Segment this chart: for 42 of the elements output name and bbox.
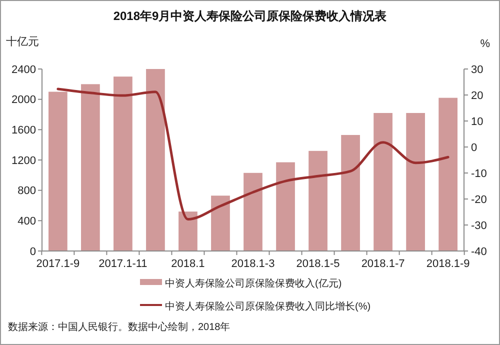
bar bbox=[81, 84, 100, 251]
y2-tick-label: 0 bbox=[471, 142, 478, 154]
y2-tick-label: 20 bbox=[471, 90, 484, 102]
x-tick-label: 2018.1-3 bbox=[231, 258, 275, 270]
y2-tick-label: 10 bbox=[471, 116, 484, 128]
y-tick-label: 1600 bbox=[12, 124, 36, 137]
bar bbox=[374, 112, 392, 251]
bar bbox=[178, 212, 198, 251]
y-tick-label: 800 bbox=[18, 185, 36, 198]
y-tick-label: 2000 bbox=[12, 94, 36, 106]
legend-label: 中资人寿保险公司原保险保费收入同比增长(%) bbox=[165, 300, 371, 312]
y2-tick-label: -20 bbox=[471, 194, 487, 206]
bar bbox=[308, 150, 328, 251]
y-tick-label: 0 bbox=[30, 246, 36, 258]
line-series bbox=[56, 88, 450, 221]
x-tick-label: 2018.1-9 bbox=[426, 258, 470, 270]
y2-axis-title: % bbox=[480, 38, 490, 50]
y2-tick-label: -30 bbox=[471, 220, 487, 232]
chart-title: 2018年9月中资人寿保险公司原保险保费收入情况表 bbox=[113, 9, 388, 23]
x-tick-label: 2017.1-9 bbox=[36, 258, 80, 270]
bar bbox=[146, 69, 165, 251]
y-tick-label: 2400 bbox=[12, 64, 36, 76]
y2-tick-label: -40 bbox=[471, 246, 487, 258]
bar bbox=[276, 162, 295, 251]
y2-tick-label: -10 bbox=[471, 168, 487, 180]
bar bbox=[438, 98, 458, 251]
y-tick-label: 400 bbox=[18, 216, 36, 228]
x-tick-label: 2018.1 bbox=[171, 258, 205, 270]
source-note: 数据来源：中国人民银行。数据中心绘制，2018年 bbox=[8, 321, 230, 333]
legend-label: 中资人寿保险公司原保险保费收入(亿元) bbox=[165, 278, 342, 290]
bar bbox=[244, 172, 262, 251]
bar bbox=[211, 196, 230, 251]
y2-tick-label: 30 bbox=[471, 64, 484, 76]
x-tick-label: 2018.1-5 bbox=[296, 258, 340, 270]
bar bbox=[341, 134, 360, 251]
bar bbox=[48, 92, 68, 251]
y-axis-title: 十亿元 bbox=[6, 35, 39, 48]
x-tick-label: 2018.1-7 bbox=[361, 258, 405, 270]
y-tick-label: 1200 bbox=[12, 154, 36, 167]
bar bbox=[114, 76, 132, 251]
bar bbox=[406, 112, 425, 251]
x-tick-label: 2017.1-11 bbox=[98, 258, 148, 270]
